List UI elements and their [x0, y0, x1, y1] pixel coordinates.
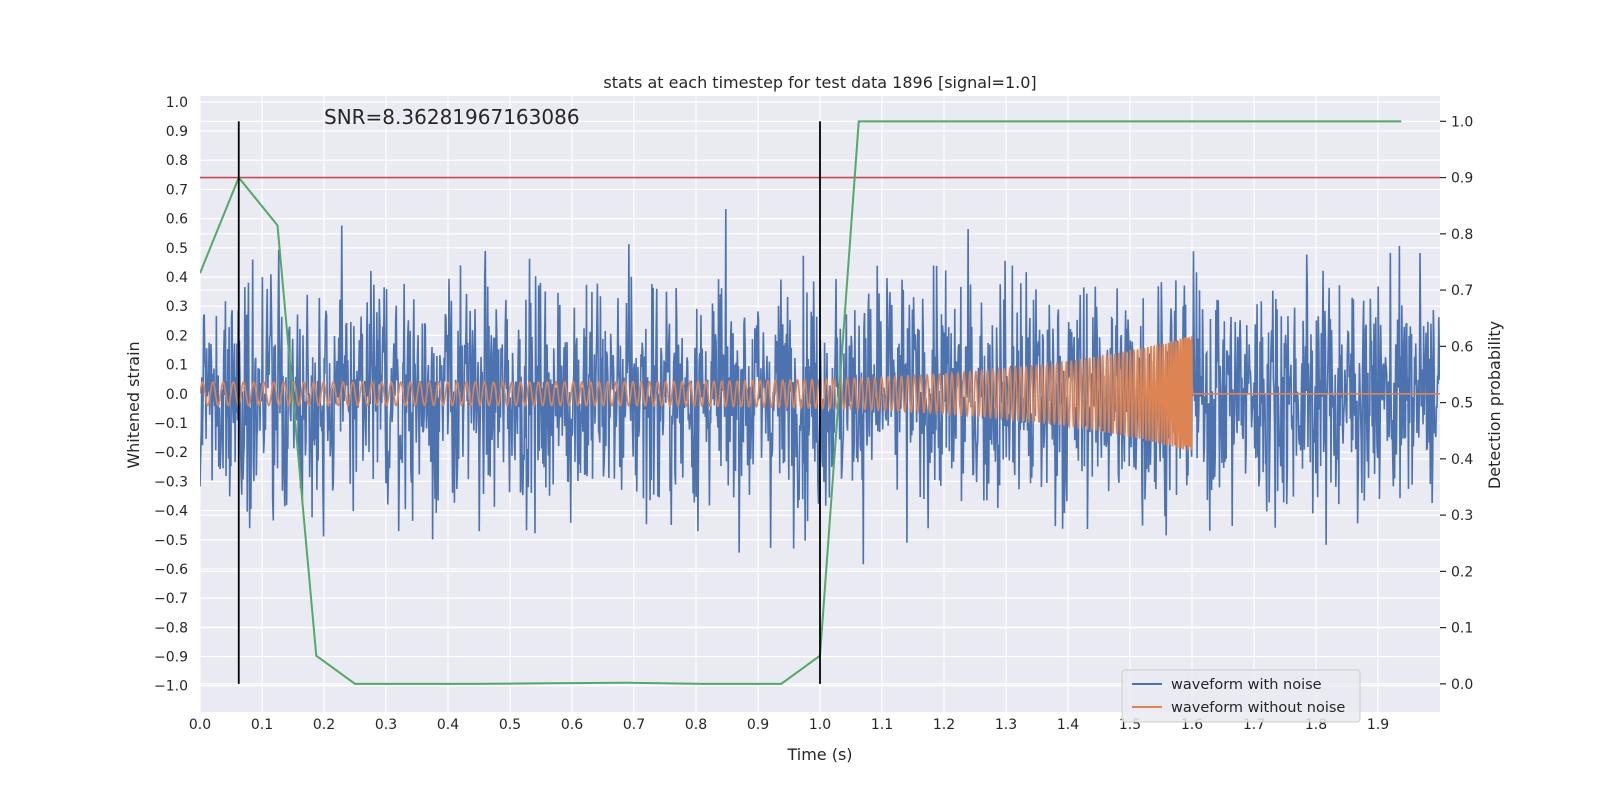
- x-tick-label: 0.3: [375, 717, 397, 733]
- y-tick-label: −0.5: [154, 533, 188, 549]
- x-tick-label: 0.1: [251, 717, 273, 733]
- x-tick-label: 1.0: [809, 717, 831, 733]
- x-tick-label: 0.9: [747, 717, 769, 733]
- legend-label-waveform-without-noise: waveform without noise: [1171, 700, 1345, 716]
- x-tick-label: 0.7: [623, 717, 645, 733]
- x-tick-label: 0.8: [685, 717, 707, 733]
- y2-tick-label: 0.9: [1451, 171, 1473, 187]
- y-tick-label: −0.4: [154, 504, 188, 520]
- x-tick-label: 1.9: [1367, 717, 1389, 733]
- y2-tick-label: 0.7: [1451, 283, 1473, 299]
- y2-tick-label: 0.5: [1451, 396, 1473, 412]
- legend-label-waveform-with-noise: waveform with noise: [1171, 677, 1322, 693]
- x-tick-label: 0.2: [313, 717, 335, 733]
- y-tick-label: 0.1: [166, 358, 188, 374]
- chart-title: stats at each timestep for test data 189…: [603, 73, 1036, 92]
- x-tick-label: 1.3: [995, 717, 1017, 733]
- x-tick-label: 1.2: [933, 717, 955, 733]
- y2-tick-label: 0.0: [1451, 677, 1473, 693]
- y-tick-label: −0.6: [154, 562, 188, 578]
- y2-tick-label: 0.6: [1451, 339, 1473, 355]
- y-tick-label: −1.0: [154, 679, 188, 695]
- y2-tick-label: 1.0: [1451, 114, 1473, 130]
- y-tick-label: −0.2: [154, 445, 188, 461]
- y-tick-label: −0.8: [154, 620, 188, 636]
- legend-box: [1121, 669, 1361, 723]
- y2-tick-label: 0.3: [1451, 508, 1473, 524]
- x-tick-label: 0.6: [561, 717, 583, 733]
- y-tick-label: 0.9: [166, 124, 188, 140]
- y-tick-label: −0.1: [154, 416, 188, 432]
- x-tick-label: 0.0: [189, 717, 211, 733]
- x-tick-label: 0.4: [437, 717, 459, 733]
- y-tick-label: 0.8: [166, 153, 188, 169]
- y-tick-label: 0.5: [166, 241, 188, 257]
- y2-axis-label: Detection probability: [1485, 321, 1504, 489]
- series-detection-probability: [200, 120, 1402, 685]
- y-tick-label: 0.2: [166, 328, 188, 344]
- y-axis-label: Whitened strain: [124, 341, 143, 468]
- y2-tick-label: 0.1: [1451, 621, 1473, 637]
- y-tick-label: 0.0: [166, 387, 188, 403]
- series-layer: [200, 120, 1440, 685]
- y2-tick-label: 0.4: [1451, 452, 1473, 468]
- y-tick-label: 0.3: [166, 299, 188, 315]
- y-tick-label: 0.6: [166, 212, 188, 228]
- snr-annotation: SNR=8.36281967163086: [324, 105, 580, 129]
- y-tick-label: 0.4: [166, 270, 188, 286]
- x-tick-label: 1.1: [871, 717, 893, 733]
- y-tick-label: −0.7: [154, 591, 188, 607]
- y2-tick-label: 0.8: [1451, 227, 1473, 243]
- y-tick-label: −0.9: [154, 650, 188, 666]
- y-axis-ticks: 1.0 0.9 0.8 0.7 0.6 0.5 0.4 0.3 0.2 0.1 0.0 −0.1 −0.…: [154, 95, 188, 695]
- y-tick-label: 0.7: [166, 182, 188, 198]
- y2-tick-label: 0.2: [1451, 564, 1473, 580]
- vertical-markers: [237, 121, 821, 684]
- legend: waveform with noise waveform without noi…: [1121, 669, 1361, 723]
- y-tick-label: 1.0: [166, 95, 188, 111]
- y2-axis-ticks: 1.0 0.9 0.8 0.7 0.6 0.5 0.4 0.3 0.2 0.1 0.0: [1440, 114, 1473, 693]
- x-tick-label: 0.5: [499, 717, 521, 733]
- y-tick-label: −0.3: [154, 474, 188, 490]
- x-tick-label: 1.4: [1057, 717, 1079, 733]
- x-axis-label: Time (s): [786, 745, 852, 764]
